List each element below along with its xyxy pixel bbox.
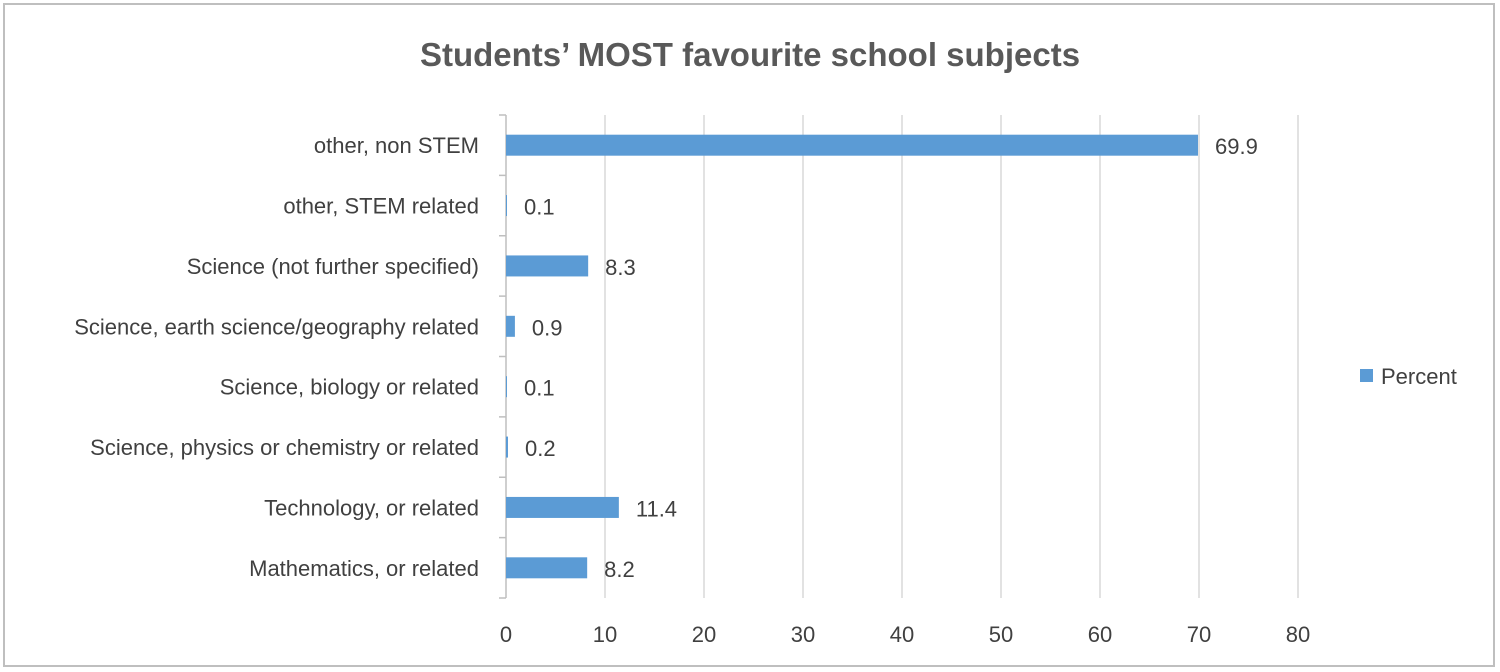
gridlines xyxy=(604,115,1299,598)
x-tick-label: 10 xyxy=(593,622,617,647)
category-label: other, STEM related xyxy=(283,194,479,219)
legend-label-percent: Percent xyxy=(1381,364,1457,389)
category-label: Science, earth science/geography related xyxy=(74,314,479,339)
x-tick-label: 40 xyxy=(890,622,914,647)
x-tick-label: 30 xyxy=(791,622,815,647)
data-label: 8.2 xyxy=(604,557,635,582)
bar-series xyxy=(506,134,1199,579)
x-tick-label: 50 xyxy=(989,622,1013,647)
bar xyxy=(506,436,508,458)
x-tick-label: 0 xyxy=(500,622,512,647)
category-labels: Mathematics, or related Technology, or re… xyxy=(74,133,479,581)
category-label: Technology, or related xyxy=(264,495,479,520)
data-label: 0.1 xyxy=(524,376,555,401)
data-label: 11.4 xyxy=(636,496,677,521)
x-tick-label: 20 xyxy=(692,622,716,647)
chart-frame xyxy=(3,3,1495,667)
data-label: 0.9 xyxy=(532,315,563,340)
data-label: 0.2 xyxy=(525,436,556,461)
chart-title: Students’ MOST favourite school subjects xyxy=(420,36,1080,73)
legend-swatch-percent xyxy=(1360,369,1373,382)
category-label: Mathematics, or related xyxy=(249,556,479,581)
bar xyxy=(506,376,507,398)
category-label: Science, physics or chemistry or related xyxy=(90,435,479,460)
category-label: Science, biology or related xyxy=(220,375,479,400)
legend: Percent xyxy=(1360,364,1457,389)
x-tick-label: 80 xyxy=(1286,622,1310,647)
bar xyxy=(506,255,589,277)
bar xyxy=(506,557,588,579)
data-label: 8.3 xyxy=(605,255,636,280)
bar xyxy=(506,496,619,518)
bar xyxy=(506,195,507,217)
bar xyxy=(506,134,1199,156)
data-label: 69.9 xyxy=(1215,134,1258,159)
value-axis-ticks: 0 10 20 30 40 50 60 70 80 xyxy=(499,114,1310,647)
category-label: Science (not further specified) xyxy=(187,254,479,279)
x-tick-label: 60 xyxy=(1088,622,1112,647)
category-label: other, non STEM xyxy=(314,133,479,158)
x-tick-label: 70 xyxy=(1187,622,1211,647)
bar xyxy=(506,315,515,337)
data-label: 0.1 xyxy=(524,195,555,220)
data-labels: 8.2 11.4 0.2 0.1 0.9 8.3 0.1 69.9 xyxy=(524,134,1258,582)
